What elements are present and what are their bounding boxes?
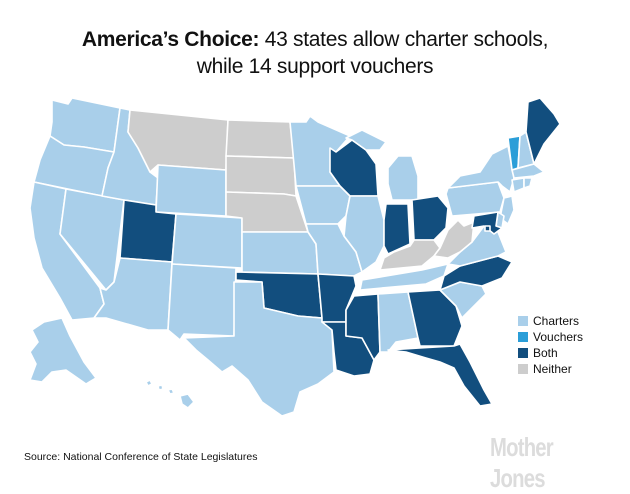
title-line-1: America’s Choice: 43 states allow charte… — [0, 26, 630, 53]
legend-item-both: Both — [518, 345, 583, 361]
legend-swatch-vouchers — [518, 332, 528, 342]
state-DC — [484, 225, 491, 232]
legend-item-charters: Charters — [518, 313, 583, 329]
legend-label-charters: Charters — [533, 314, 580, 328]
legend-swatch-both — [518, 348, 528, 358]
state-IL — [343, 195, 385, 273]
legend-swatch-neither — [518, 364, 528, 374]
state-WY — [155, 164, 227, 217]
title-rest: 43 states allow charter schools, — [259, 28, 549, 51]
state-MA — [511, 163, 545, 179]
legend-item-vouchers: Vouchers — [518, 329, 583, 345]
source-note: Source: National Conference of State Leg… — [24, 451, 258, 463]
mother-jones-logo: Mother Jones — [490, 432, 554, 493]
state-OH — [411, 195, 449, 241]
state-RI — [523, 177, 533, 189]
legend-item-neither: Neither — [518, 361, 583, 377]
chart-title: America’s Choice: 43 states allow charte… — [0, 26, 630, 80]
legend: Charters Vouchers Both Neither — [518, 313, 583, 377]
legend-label-both: Both — [533, 346, 558, 360]
state-WI — [329, 139, 379, 197]
state-ME — [525, 97, 561, 165]
state-IA — [295, 185, 351, 225]
state-ND — [225, 119, 295, 159]
state-SD — [225, 155, 297, 197]
legend-swatch-charters — [518, 316, 528, 326]
state-IN — [383, 203, 411, 255]
state-WV — [433, 219, 475, 259]
state-NM — [167, 263, 237, 341]
title-lead: America’s Choice: — [81, 28, 260, 51]
state-KY — [379, 239, 441, 271]
state-CO — [171, 213, 243, 269]
state-MD — [471, 211, 503, 235]
legend-label-neither: Neither — [533, 362, 572, 376]
state-MI — [345, 129, 419, 201]
state-CT — [511, 177, 525, 193]
title-line-2: while 14 support vouchers — [196, 55, 434, 78]
state-KS — [241, 231, 319, 275]
state-HI — [145, 379, 195, 409]
legend-label-vouchers: Vouchers — [533, 330, 584, 344]
state-MO — [305, 223, 363, 277]
us-map — [29, 97, 561, 417]
state-FL — [387, 343, 493, 407]
state-AK — [29, 317, 97, 385]
state-TX — [183, 281, 335, 417]
